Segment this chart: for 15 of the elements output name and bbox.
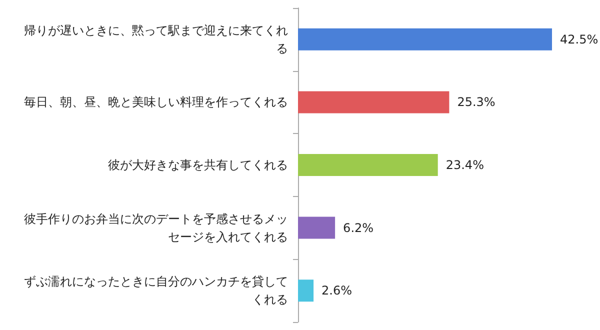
y-tick-label: 毎日、朝、昼、晩と美味しい料理を作ってくれる	[24, 95, 288, 110]
bar	[298, 280, 314, 302]
bar	[298, 154, 438, 176]
data-label: 23.4%	[446, 158, 484, 172]
y-tick-label: 彼手作りのお弁当に次のデートを予感させるメッセージを入れてくれる	[24, 212, 288, 244]
bar	[298, 91, 450, 114]
y-tick-label: ずぶ濡れになったときに自分のハンカチを貸してくれる	[24, 274, 288, 307]
bar	[298, 216, 336, 239]
data-label: 42.5%	[560, 32, 598, 46]
data-label: 25.3%	[457, 95, 496, 110]
y-tick-label: 帰りが遅いときに、黙って駅まで迎えに来てくれる	[24, 23, 288, 56]
data-label: 2.6%	[322, 284, 352, 298]
y-tick-label: 彼が大好きな事を共有してくれる	[108, 158, 288, 172]
data-label: 6.2%	[343, 220, 374, 235]
bar	[298, 28, 552, 50]
